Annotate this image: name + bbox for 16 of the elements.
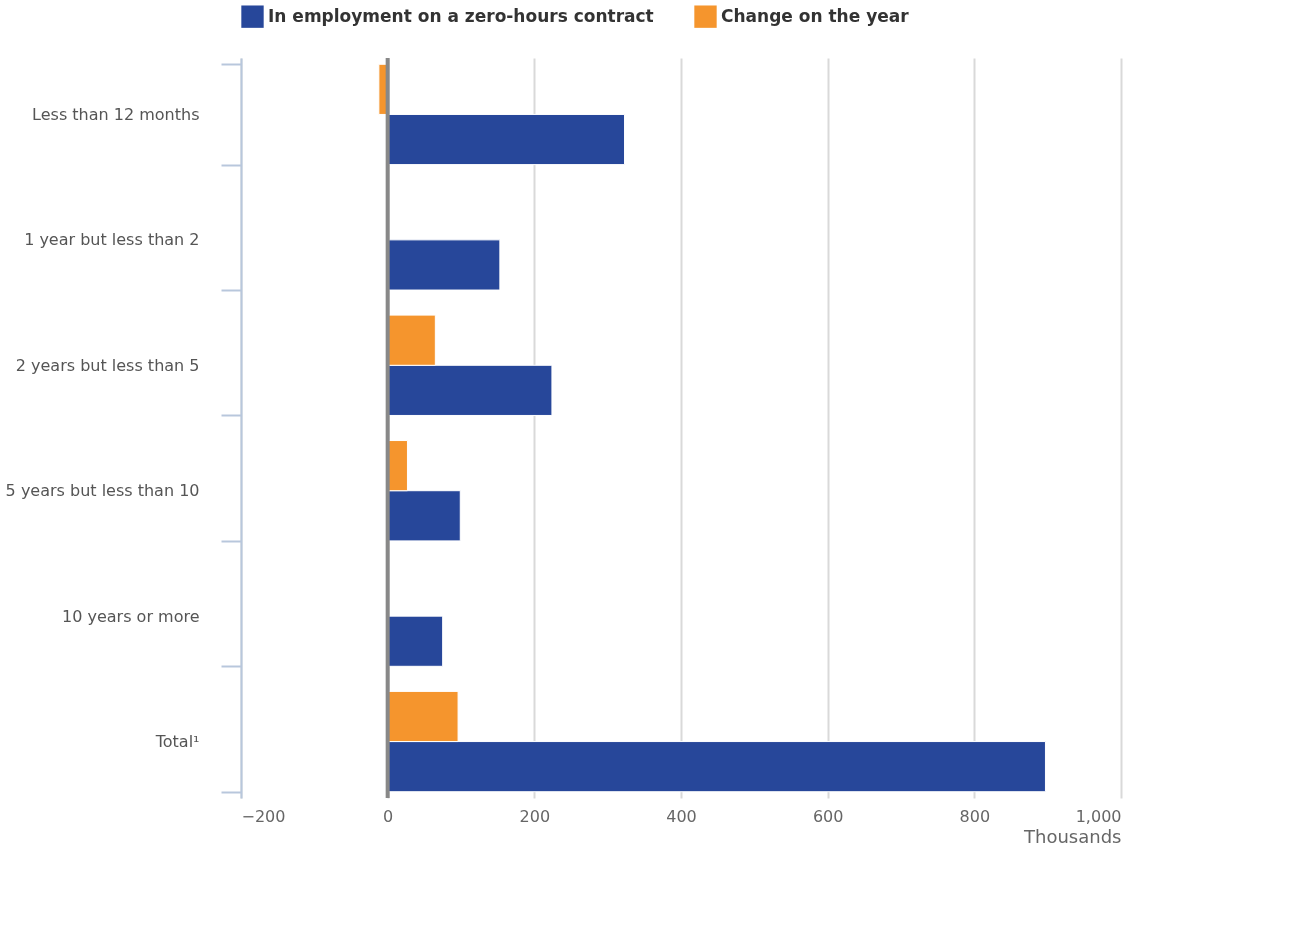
y-tick-label: 5 years but less than 10	[5, 481, 200, 501]
x-tick-label: 600	[812, 806, 844, 826]
y-tick-label: 1 year but less than 2	[24, 230, 200, 250]
x-tick-label: 800	[959, 806, 991, 826]
x-tick-label: 400	[666, 806, 697, 826]
legend-label: In employment on a zero-hours contract	[268, 5, 654, 26]
y-tick-label: Less than 12 months	[32, 104, 200, 124]
x-tick-label: 0	[383, 806, 394, 826]
x-tick-label: 1,000	[1075, 806, 1122, 826]
legend-label: Change on the year	[721, 5, 910, 26]
y-tick-label: 10 years or more	[62, 606, 200, 626]
y-tick-label: Total¹	[154, 732, 200, 752]
y-tick-label: 2 years but less than 5	[15, 355, 200, 375]
x-tick-label: −200	[241, 806, 286, 826]
x-tick-label: 200	[519, 806, 551, 826]
x-axis-title: Thousands	[1023, 825, 1122, 847]
